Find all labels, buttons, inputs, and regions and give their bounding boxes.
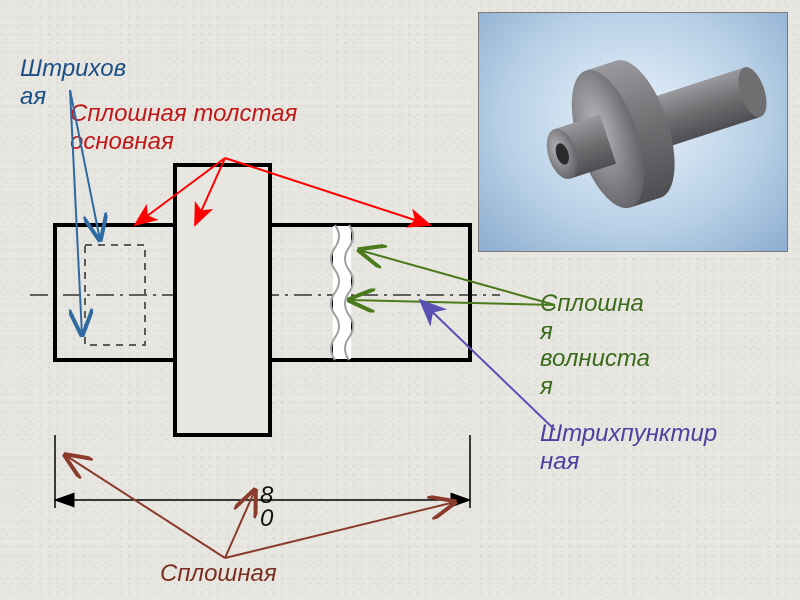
rendered-part-svg [479,13,787,251]
label-solid-thin: Сплошная [160,560,277,588]
label-dim-80: 8 0 [260,485,273,531]
label-wavy: Сплошна я волниста я [540,290,650,400]
rendered-part-panel [478,12,788,252]
label-dash-dot: Штрихпунктир ная [540,420,717,475]
label-solid-thick: Сплошная толстая основная [70,100,297,155]
